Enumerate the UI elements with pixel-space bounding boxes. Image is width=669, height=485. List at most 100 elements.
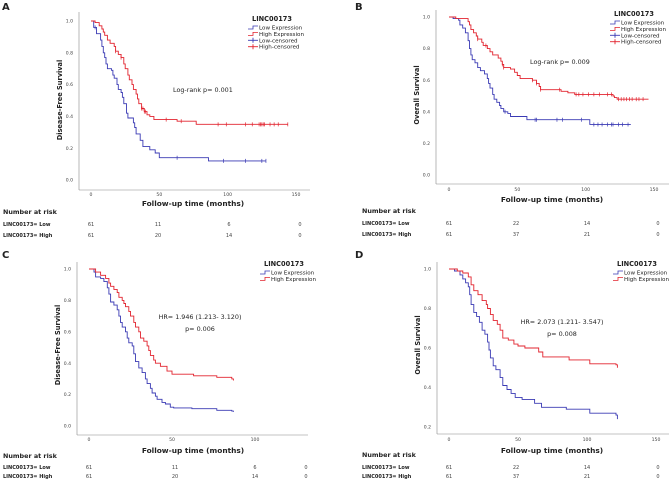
y-axis-label: Disease-Free Survival (56, 60, 64, 141)
legend-item: High Expression (621, 27, 666, 33)
x-tick-label: 100 (583, 437, 592, 443)
risk-row-label: LINC00173= Low (362, 221, 410, 227)
legend-item: Low Expression (259, 26, 303, 32)
y-tick-label: 0.8 (64, 298, 71, 304)
x-tick-label: 50 (169, 437, 175, 443)
risk-value: 37 (513, 474, 519, 480)
y-tick-label: 0.6 (64, 329, 71, 335)
panel-label: B (355, 2, 363, 13)
risk-value: 37 (513, 232, 519, 238)
legend-item: High Expression (271, 277, 316, 283)
x-tick-label: 50 (156, 192, 162, 198)
survival-curve-low (89, 268, 234, 412)
risk-value: 6 (253, 465, 256, 471)
risk-row-label: LINC00173= High (3, 474, 53, 480)
x-tick-label: 100 (251, 437, 260, 443)
legend-item: High Expression (259, 32, 304, 38)
x-tick-label: 150 (650, 187, 659, 193)
stat-annotation: HR= 2.073 (1.211- 3.547) (521, 318, 604, 326)
legend-item: High-censored (259, 45, 300, 51)
legend-step-icon (260, 270, 270, 275)
panel-b: B 0.0 0.2 0.4 0.6 0.8 1.0 0 50 100 150 Follow-up ti… (355, 2, 669, 238)
legend-step-icon (613, 277, 623, 281)
y-tick-label: 0.4 (423, 109, 430, 115)
risk-value: 61 (88, 222, 94, 228)
x-axis-label: Follow-up time (months) (501, 195, 603, 204)
x-tick-label: 150 (292, 192, 301, 198)
risk-value: 22 (513, 465, 519, 471)
y-tick-label: 0.6 (66, 82, 73, 88)
legend-item: Low-censored (259, 38, 298, 44)
stat-annotation: Log-rank p= 0.009 (530, 58, 590, 66)
risk-table-title: Number at risk (362, 451, 417, 459)
legend-step-icon (610, 27, 620, 31)
stat-annotation: Log-rank p= 0.001 (173, 86, 233, 94)
stat-annotation: p= 0.006 (185, 325, 215, 333)
y-tick-label: 0.0 (64, 424, 71, 430)
risk-value: 22 (513, 221, 519, 227)
x-tick-label: 100 (223, 192, 232, 198)
panel-c: C 0.0 0.2 0.4 0.6 0.8 1.0 0 50 100 Follow-up time … (2, 250, 316, 480)
x-tick-label: 0 (448, 437, 451, 443)
risk-value: 0 (656, 232, 659, 238)
risk-value: 14 (252, 474, 258, 480)
survival-curve-low (449, 16, 631, 125)
risk-value: 0 (656, 221, 659, 227)
legend-item: High Expression (624, 277, 669, 283)
legend-step-icon (248, 32, 258, 36)
risk-row-label: LINC00173= Low (362, 465, 410, 471)
risk-value: 61 (446, 221, 452, 227)
risk-value: 14 (226, 233, 232, 239)
risk-value: 6 (227, 222, 230, 228)
y-axis-label: Disease-Free Survival (54, 305, 62, 386)
survival-curve-high (449, 268, 618, 368)
legend-title: LINC00173 (614, 10, 654, 18)
y-tick-label: 0.6 (423, 78, 430, 84)
y-axis-label: Overall Survival (414, 315, 422, 374)
x-tick-label: 150 (652, 437, 661, 443)
legend-step-icon (610, 20, 620, 25)
x-tick-label: 0 (90, 192, 93, 198)
risk-row-label: LINC00173= High (362, 232, 412, 238)
risk-value: 0 (656, 474, 659, 480)
risk-value: 61 (446, 465, 452, 471)
y-tick-label: 0.4 (66, 114, 73, 120)
legend-item: Low Expression (621, 21, 665, 27)
x-tick-label: 50 (515, 437, 521, 443)
y-tick-label: 0.8 (423, 46, 430, 52)
risk-value: 61 (86, 474, 92, 480)
risk-value: 0 (298, 222, 301, 228)
survival-curve-high (89, 268, 234, 381)
legend-step-icon (260, 277, 270, 281)
risk-value: 11 (172, 465, 178, 471)
y-tick-label: 1.0 (66, 19, 73, 25)
survival-curve-low (91, 20, 266, 162)
risk-row-label: LINC00173= High (362, 474, 412, 480)
legend-title: LINC00173 (252, 15, 292, 23)
legend-title: LINC00173 (264, 260, 304, 268)
y-tick-label: 0.4 (64, 361, 71, 367)
legend-item: Low-censored (621, 33, 660, 39)
risk-row-label: LINC00173= High (3, 233, 53, 239)
risk-value: 20 (155, 233, 161, 239)
stat-annotation: p= 0.008 (547, 330, 577, 338)
y-tick-label: 0.8 (424, 306, 431, 312)
survival-curve-high (91, 20, 288, 125)
risk-value: 0 (304, 465, 307, 471)
risk-value: 0 (304, 474, 307, 480)
y-tick-label: 1.0 (424, 267, 431, 273)
legend-title: LINC00173 (617, 260, 657, 268)
legend-step-icon (248, 25, 258, 30)
risk-value: 14 (584, 465, 590, 471)
x-tick-label: 0 (448, 187, 451, 193)
x-axis-label: Follow-up time (months) (501, 446, 603, 455)
x-axis-label: Follow-up time (months) (142, 446, 244, 455)
panel-a: A 0.0 0.2 0.4 0.6 0.8 1.0 0 50 100 150 Follow-up ti… (2, 2, 310, 239)
risk-value: 61 (86, 465, 92, 471)
risk-value: 0 (298, 233, 301, 239)
x-axis-label: Follow-up time (months) (142, 199, 244, 208)
risk-value: 21 (584, 474, 590, 480)
y-tick-label: 1.0 (64, 267, 71, 273)
risk-value: 61 (446, 474, 452, 480)
